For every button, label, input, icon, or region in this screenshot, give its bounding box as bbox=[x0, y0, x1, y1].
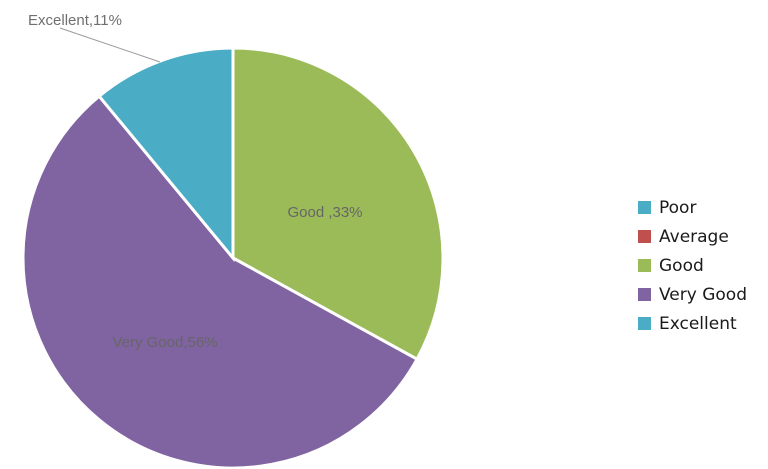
data-label-very-good: Very Good,56% bbox=[112, 334, 217, 351]
pie-slices bbox=[21, 46, 445, 469]
legend-swatch-poor bbox=[638, 201, 651, 214]
legend-item-good: Good bbox=[638, 251, 747, 280]
legend-item-very-good: Very Good bbox=[638, 280, 747, 309]
legend-swatch-very-good bbox=[638, 288, 651, 301]
legend-item-average: Average bbox=[638, 222, 747, 251]
chart-legend: Poor Average Good Very Good Excellent bbox=[638, 193, 747, 338]
legend-swatch-excellent bbox=[638, 317, 651, 330]
pie-slice-excellent bbox=[97, 46, 235, 263]
data-labels: Good ,33% Very Good,56% Excellent,11% bbox=[28, 12, 363, 351]
data-label-good: Good ,33% bbox=[287, 204, 362, 221]
legend-label-poor: Poor bbox=[659, 197, 697, 218]
legend-swatch-average bbox=[638, 230, 651, 243]
pie-slice-very-good bbox=[21, 94, 420, 469]
excellent-leader-line bbox=[59, 27, 161, 63]
legend-label-very-good: Very Good bbox=[659, 284, 747, 305]
legend-label-good: Good bbox=[659, 255, 704, 276]
pie-slice-good bbox=[231, 46, 445, 362]
legend-item-poor: Poor bbox=[638, 193, 747, 222]
data-label-excellent: Excellent,11% bbox=[28, 12, 122, 29]
legend-swatch-good bbox=[638, 259, 651, 272]
legend-label-average: Average bbox=[659, 226, 729, 247]
legend-label-excellent: Excellent bbox=[659, 313, 737, 334]
legend-item-excellent: Excellent bbox=[638, 309, 747, 338]
